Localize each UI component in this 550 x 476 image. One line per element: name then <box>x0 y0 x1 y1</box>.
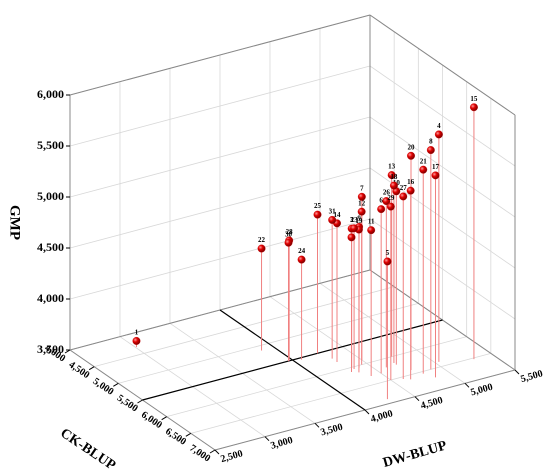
point <box>357 207 366 216</box>
point <box>386 202 395 211</box>
wall-grid-line <box>69 116 371 198</box>
y-tick-label: 4,500 <box>419 395 444 412</box>
point <box>357 192 366 201</box>
z-tick-label: 5,000 <box>37 189 64 203</box>
point <box>350 224 359 233</box>
point-label: 18 <box>390 173 398 181</box>
point-label: 5 <box>386 249 390 257</box>
point-label: 27 <box>400 184 408 192</box>
point-label: 8 <box>429 138 433 146</box>
wall-grid-line <box>369 116 516 218</box>
point-label: 25 <box>314 202 322 210</box>
point-label: 20 <box>408 143 416 151</box>
point-label: 16 <box>407 178 415 186</box>
y-tick <box>214 449 220 455</box>
y-tick-label: 3,000 <box>269 435 294 452</box>
point <box>328 215 337 224</box>
point <box>426 146 435 154</box>
x-tick <box>137 399 143 404</box>
point <box>387 171 396 180</box>
wall-grid-line <box>69 218 371 300</box>
z-tick-label: 5,500 <box>37 138 64 152</box>
x-axis-label: CK-BLUP <box>57 426 118 474</box>
z-tick-label: 6,000 <box>37 87 64 101</box>
y-tick-label: 3,500 <box>319 422 344 439</box>
point-label: 30 <box>285 230 293 238</box>
y-tick <box>314 422 320 428</box>
x-tick <box>161 416 167 421</box>
point <box>377 205 386 214</box>
x-tick <box>113 382 119 387</box>
point <box>297 255 306 264</box>
point <box>313 210 322 219</box>
x-tick <box>88 366 95 371</box>
wall-grid-line <box>369 65 516 167</box>
point <box>431 171 440 180</box>
point-label: 1 <box>135 329 139 337</box>
point <box>469 103 478 112</box>
point-label: 22 <box>258 236 266 244</box>
box-edge <box>369 14 516 116</box>
point-label: 11 <box>368 218 375 226</box>
point <box>347 233 356 242</box>
point-label: 29 <box>387 194 395 202</box>
point-label: 9 <box>357 215 361 223</box>
y-tick <box>464 382 470 388</box>
floor-cross <box>219 309 366 411</box>
point-label: 6 <box>379 197 383 205</box>
point-label: 24 <box>298 247 306 255</box>
point-label: 15 <box>470 95 478 103</box>
point-label: 26 <box>383 189 391 197</box>
point <box>434 130 443 139</box>
point-label: 28 <box>286 228 294 236</box>
x-tick <box>185 432 192 437</box>
wall-grid-line <box>69 65 371 147</box>
y-tick-label: 5,500 <box>519 368 544 385</box>
point-label: 19 <box>355 217 363 225</box>
point-label: 4 <box>437 122 441 130</box>
point <box>406 186 415 195</box>
point <box>407 151 415 160</box>
point <box>419 165 428 174</box>
z-axis-label: GMP <box>7 205 23 240</box>
point-label: 12 <box>358 199 366 207</box>
point-label: 7 <box>360 184 364 192</box>
box-edge <box>69 14 371 96</box>
point-label: 14 <box>334 211 342 219</box>
z-tick-label: 4,000 <box>37 291 64 305</box>
point <box>132 336 141 345</box>
point-label: 13 <box>388 163 396 171</box>
point <box>257 244 266 253</box>
point-label: 23 <box>351 216 359 224</box>
y-tick <box>364 409 370 415</box>
point <box>399 192 408 201</box>
y-axis-label: DW-BLUP <box>381 438 449 471</box>
y-tick <box>514 369 520 375</box>
x-tick <box>209 449 216 454</box>
point-label: 3 <box>350 216 354 224</box>
point <box>367 226 376 235</box>
y-tick <box>264 436 270 442</box>
y-tick <box>414 396 420 402</box>
point <box>284 238 293 247</box>
wall-grid-line <box>69 167 371 249</box>
point-label: 17 <box>432 163 440 171</box>
z-tick-label: 4,500 <box>37 240 64 254</box>
point <box>382 197 391 206</box>
point-label: 31 <box>329 208 337 216</box>
point-label: 21 <box>420 157 428 165</box>
y-tick-label: 5,000 <box>469 382 494 399</box>
z-tick-label: 3,500 <box>37 342 64 356</box>
y-tick-label: 2,500 <box>219 448 244 465</box>
y-tick-label: 4,000 <box>369 408 394 425</box>
point <box>383 257 392 266</box>
point <box>389 181 398 190</box>
